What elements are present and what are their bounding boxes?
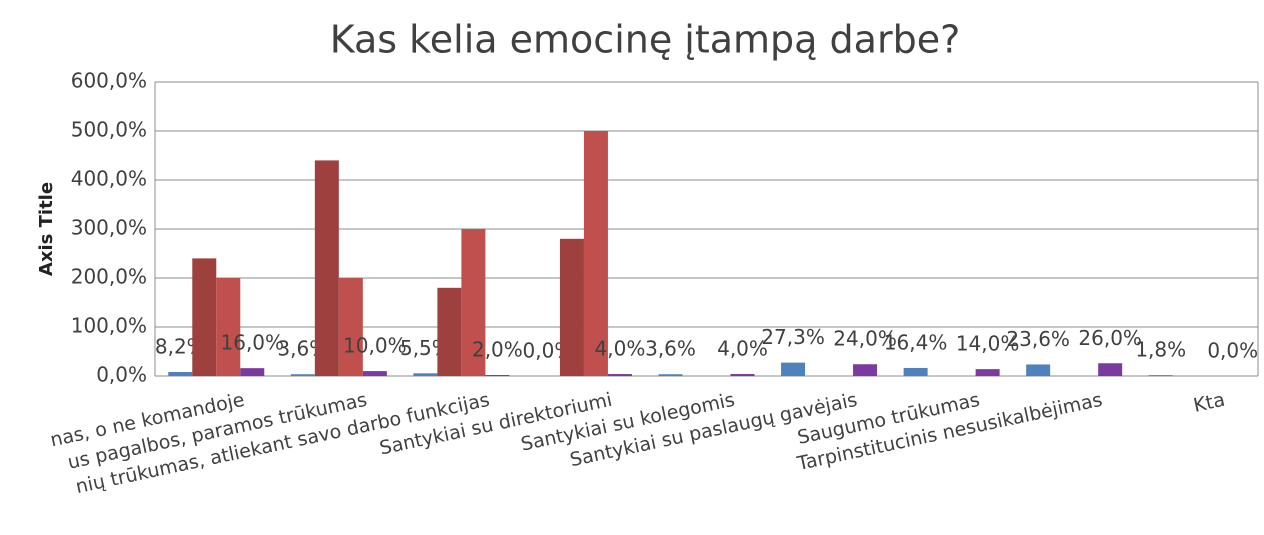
bar <box>437 287 462 376</box>
bar <box>1098 363 1123 376</box>
bar <box>559 238 584 376</box>
bar <box>338 278 363 376</box>
y-tick-label: 500,0% <box>71 118 147 142</box>
bar <box>192 258 217 376</box>
bar <box>413 373 438 376</box>
bar <box>314 160 339 376</box>
value-label: 27,3% <box>761 325 825 349</box>
bar <box>1026 364 1051 376</box>
value-label: 4,0% <box>595 337 646 361</box>
value-label: 16,0% <box>221 331 285 355</box>
bar <box>485 375 510 376</box>
bar <box>730 374 755 376</box>
x-tick-label: Kta <box>1191 389 1226 417</box>
value-label: 23,6% <box>1006 327 1070 351</box>
bar <box>168 371 193 376</box>
value-label: 3,6% <box>645 337 696 361</box>
value-label: 4,0% <box>717 337 768 361</box>
bar <box>290 374 315 376</box>
bar <box>975 369 1000 376</box>
value-label: 1,8% <box>1135 338 1186 362</box>
y-tick-label: 200,0% <box>71 265 147 289</box>
y-tick-label: 100,0% <box>71 314 147 338</box>
y-tick-label: 0,0% <box>96 363 147 387</box>
value-label: 10,0% <box>343 334 407 358</box>
bar <box>658 374 683 376</box>
value-label: 0,0% <box>1207 339 1258 363</box>
bar <box>853 364 878 376</box>
bar <box>903 367 928 376</box>
bar <box>607 374 632 376</box>
bar <box>583 131 608 376</box>
bar <box>216 278 241 376</box>
y-axis-title: Axis Title <box>36 182 57 276</box>
value-label: 24,0% <box>833 327 897 351</box>
bar <box>240 368 265 376</box>
bar <box>781 362 806 376</box>
bar <box>1148 375 1173 376</box>
value-label: 14,0% <box>956 332 1020 356</box>
y-tick-label: 400,0% <box>71 167 147 191</box>
value-label: 26,0% <box>1078 326 1142 350</box>
value-label: 16,4% <box>884 330 948 354</box>
chart-title: Kas kelia emocinę įtampą darbe? <box>330 18 961 62</box>
bar <box>362 371 387 376</box>
bar <box>461 229 486 376</box>
value-label: 2,0% <box>472 338 523 362</box>
y-tick-label: 300,0% <box>71 216 147 240</box>
y-tick-label: 600,0% <box>71 69 147 93</box>
